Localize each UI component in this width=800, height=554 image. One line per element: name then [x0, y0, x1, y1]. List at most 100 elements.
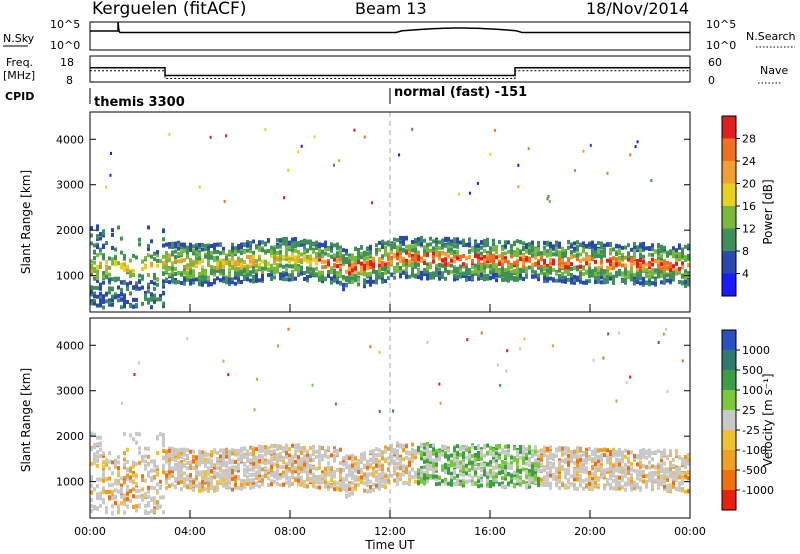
range-gate-cell: [165, 268, 168, 273]
range-gate-cell: [447, 481, 450, 486]
range-gate-cell: [543, 240, 546, 245]
range-gate-cell: [264, 263, 267, 268]
range-gate-cell: [96, 477, 99, 482]
range-gate-cell: [525, 469, 528, 474]
range-gate-cell: [192, 280, 195, 285]
range-gate-cell: [309, 267, 312, 271]
range-gate-cell: [210, 265, 213, 270]
range-gate-cell: [456, 238, 459, 242]
range-gate-cell: [591, 253, 594, 257]
range-gate-cell: [549, 270, 552, 275]
range-gate-cell: [336, 242, 339, 247]
range-gate-cell: [615, 244, 618, 249]
range-gate-cell: [210, 464, 213, 469]
range-gate-cell: [120, 483, 123, 488]
range-gate-cell: [639, 274, 642, 279]
range-gate-cell: [102, 305, 105, 310]
range-gate-cell: [486, 263, 489, 268]
range-gate-cell: [315, 466, 318, 471]
range-gate-cell: [192, 251, 195, 256]
power-cells: [90, 127, 690, 310]
range-gate-cell: [381, 279, 384, 284]
range-gate-cell: [165, 456, 168, 461]
range-gate-cell: [465, 447, 468, 452]
range-gate-cell: [414, 245, 417, 250]
range-gate-cell: [489, 270, 492, 275]
range-gate-cell: [517, 163, 520, 167]
range-gate-cell: [345, 473, 348, 478]
range-gate-cell: [114, 295, 117, 300]
range-gate-cell: [576, 275, 579, 280]
range-gate-cell: [123, 267, 126, 272]
range-gate-cell: [582, 149, 585, 153]
range-gate-cell: [186, 448, 189, 453]
range-gate-cell: [309, 246, 312, 251]
range-gate-cell: [213, 448, 216, 453]
range-gate-cell: [534, 474, 537, 478]
range-gate-cell: [543, 445, 546, 450]
range-gate-cell: [312, 272, 315, 277]
range-gate-cell: [105, 185, 107, 189]
range-gate-cell: [396, 268, 399, 273]
range-gate-cell: [507, 264, 510, 269]
range-gate-cell: [240, 258, 243, 262]
range-gate-cell: [144, 446, 147, 451]
range-gate-cell: [264, 445, 267, 450]
y-tick-label: 4000: [56, 133, 84, 146]
range-gate-cell: [297, 455, 300, 460]
range-gate-cell: [312, 247, 315, 252]
range-gate-cell: [492, 448, 495, 453]
range-gate-cell: [291, 459, 294, 464]
range-gate-cell: [315, 485, 318, 490]
range-gate-cell: [165, 258, 168, 263]
range-gate-cell: [135, 286, 138, 291]
range-gate-cell: [375, 483, 378, 488]
range-gate-cell: [99, 286, 102, 291]
range-gate-cell: [99, 265, 102, 269]
range-gate-cell: [222, 458, 225, 463]
range-gate-cell: [477, 454, 480, 459]
range-gate-cell: [519, 475, 522, 480]
range-gate-cell: [528, 472, 531, 477]
range-gate-cell: [471, 273, 474, 278]
range-gate-cell: [423, 269, 426, 274]
range-gate-cell: [669, 268, 672, 273]
range-gate-cell: [132, 437, 135, 442]
range-gate-cell: [186, 274, 189, 279]
range-gate-cell: [579, 278, 582, 283]
range-gate-cell: [510, 251, 513, 256]
range-gate-cell: [465, 455, 468, 460]
range-gate-cell: [120, 250, 123, 255]
range-gate-cell: [504, 271, 507, 276]
range-gate-cell: [381, 450, 384, 455]
range-gate-cell: [435, 263, 438, 268]
range-gate-cell: [594, 272, 597, 277]
range-gate-cell: [336, 257, 339, 262]
range-gate-cell: [603, 247, 606, 252]
range-gate-cell: [336, 448, 339, 453]
range-gate-cell: [198, 260, 201, 265]
range-gate-cell: [156, 489, 159, 494]
range-gate-cell: [96, 269, 99, 274]
range-gate-cell: [687, 271, 690, 276]
range-gate-cell: [147, 473, 150, 478]
range-gate-cell: [276, 468, 279, 473]
range-gate-cell: [483, 277, 486, 282]
range-gate-cell: [387, 265, 390, 270]
range-gate-cell: [411, 458, 414, 463]
range-gate-cell: [420, 479, 423, 484]
colorbar-swatch: [722, 228, 736, 252]
range-gate-cell: [597, 254, 600, 259]
range-gate-cell: [153, 463, 156, 468]
range-gate-cell: [192, 478, 195, 482]
range-gate-cell: [267, 268, 270, 273]
range-gate-cell: [333, 482, 336, 487]
range-gate-cell: [249, 241, 252, 245]
range-gate-cell: [273, 266, 276, 271]
range-gate-cell: [405, 258, 408, 263]
range-gate-cell: [600, 265, 603, 270]
range-gate-cell: [507, 260, 510, 265]
range-gate-cell: [417, 269, 420, 274]
range-gate-cell: [381, 467, 384, 472]
range-gate-cell: [168, 448, 171, 453]
